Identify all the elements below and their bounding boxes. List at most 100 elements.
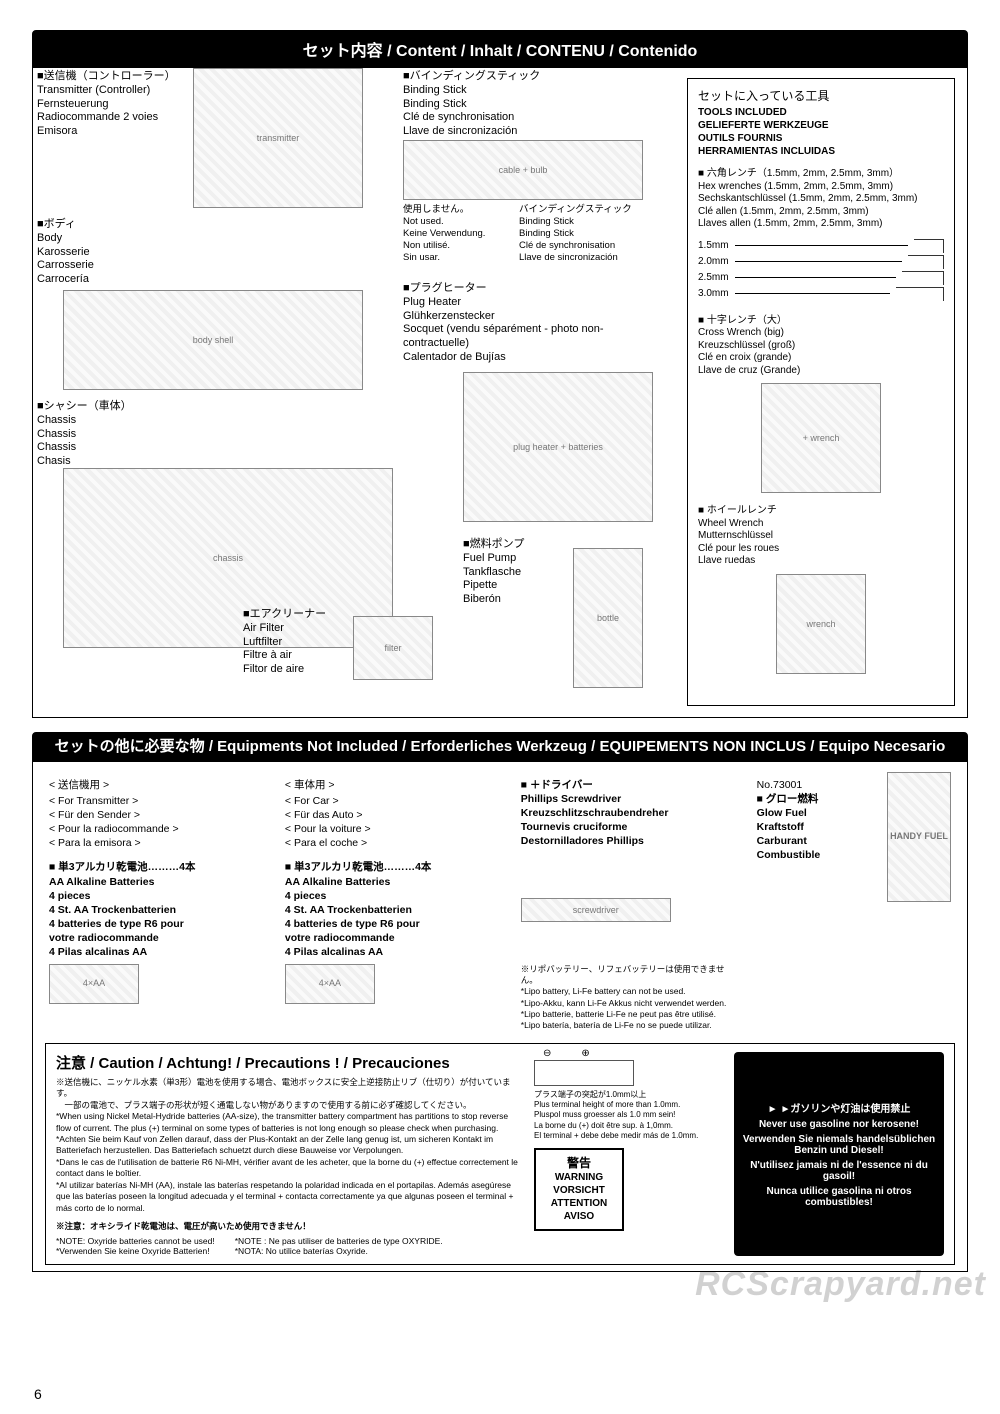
batteries-icon: 4×AA: [49, 964, 139, 1004]
batteries-icon: 4×AA: [285, 964, 375, 1004]
label: Calentador de Bujías: [403, 351, 623, 365]
col-car: < 車体用 > < For Car > < Für das Auto > < P…: [285, 778, 501, 1031]
bat: 4 batteries de type R6 pour: [285, 917, 501, 931]
line: *Dans le cas de l'utilisation de batteri…: [56, 1157, 524, 1180]
label: Clé pour les roues: [698, 543, 944, 556]
tools-box: セットに入っている工具 TOOLS INCLUDED GELIEFERTE WE…: [687, 78, 955, 706]
oxyride-notes: *NOTE: Oxyride batteries cannot be used!…: [56, 1232, 524, 1256]
fuel-bottle-icon: HANDY FUEL: [887, 772, 951, 902]
bat: votre radiocommande: [49, 931, 265, 945]
note: *NOTE : Ne pas utiliser de batteries de …: [235, 1236, 443, 1256]
item-plugheater: ■プラグヒーター Plug Heater Glühkerzenstecker S…: [403, 282, 623, 365]
label: Llave ruedas: [698, 555, 944, 568]
note: *Lipo-Akku, kann Li-Fe Akkus nicht verwe…: [521, 998, 737, 1009]
head: < 送信機用 >: [49, 778, 265, 792]
label: Biberón: [463, 593, 583, 607]
note: *NOTE: Oxyride batteries cannot be used!…: [56, 1236, 215, 1256]
note: *Lipo batería, batería de Li-Fe no se pu…: [521, 1020, 737, 1031]
label: Llaves allen (1.5mm, 2mm, 2.5mm, 3mm): [698, 218, 944, 231]
label-jp: ■プラグヒーター: [403, 282, 623, 296]
label: Socquet (vendu séparément - photo non-co…: [403, 323, 623, 351]
bat: votre radiocommande: [285, 931, 501, 945]
label: Emisora: [37, 125, 207, 139]
item-transmitter: ■送信機（コントローラー） Transmitter (Controller) F…: [37, 70, 207, 139]
label: Fernsteuerung: [37, 98, 207, 112]
caution-box: 注意 / Caution / Achtung! / Precautions ! …: [45, 1043, 955, 1266]
label: Clé allen (1.5mm, 2mm, 2.5mm, 3mm): [698, 206, 944, 219]
warn: WARNING: [540, 1171, 618, 1184]
item-binding: ■バインディングスティック Binding Stick Binding Stic…: [403, 70, 583, 139]
col-fuel: No.73001 ■ グロー燃料 Glow Fuel Kraftstoff Ca…: [757, 778, 951, 1031]
head-jp: ■ ＋ドライバー: [521, 778, 737, 792]
label: Kreuzschlüssel (groß): [698, 340, 944, 353]
line: *Al utilizar baterías Ni-MH (AA), instal…: [56, 1180, 524, 1214]
label-jp: ■送信機（コントローラー）: [37, 70, 207, 84]
caution-left: 注意 / Caution / Achtung! / Precautions ! …: [56, 1052, 524, 1257]
line: *NOTE: Oxyride batteries cannot be used!: [56, 1236, 215, 1246]
line: Plus terminal height of more than 1.0mm.: [534, 1100, 724, 1110]
warn: ATTENTION: [540, 1197, 618, 1210]
item-body: ■ボディ Body Karosserie Carrosserie Carroce…: [37, 218, 157, 287]
label: Llave de sincronización: [403, 125, 583, 139]
label-jp: ■ 六角レンチ（1.5mm, 2mm, 2.5mm, 3mm）: [698, 168, 944, 181]
binding-illustration: cable + bulb: [403, 140, 643, 200]
label: Clé en croix (grande): [698, 352, 944, 365]
page-number: 6: [34, 1386, 42, 1402]
head: < Pour la voiture >: [285, 822, 501, 836]
label: Luftfilter: [243, 636, 363, 650]
bat: 4 pieces: [285, 889, 501, 903]
label: Binding Stick: [519, 216, 659, 228]
label-jp: ■燃料ポンプ: [463, 538, 583, 552]
label: Sechskantschlüssel (1.5mm, 2mm, 2.5mm, 3…: [698, 193, 944, 206]
label-jp: ■ 十字レンチ（大）: [698, 315, 944, 328]
head: Phillips Screwdriver: [521, 792, 737, 806]
label: Mutternschlüssel: [698, 530, 944, 543]
bat: AA Alkaline Batteries: [49, 875, 265, 889]
note: *Lipo batterie, batterie Li-Fe ne peut p…: [521, 1009, 737, 1020]
warn: VORSICHT: [540, 1184, 618, 1197]
head: < For Transmitter >: [49, 794, 265, 808]
label: Plug Heater: [403, 296, 623, 310]
plugheater-illustration: plug heater + batteries: [463, 372, 653, 522]
tools-title: GELIEFERTE WERKZEUGE: [698, 119, 944, 132]
label: Non utilisé.: [403, 240, 513, 252]
label: Filtor de aire: [243, 663, 363, 677]
line: *NOTA: No utilice baterías Oxyride.: [235, 1246, 443, 1256]
label-jp: 使用しません。: [403, 204, 513, 216]
aircleaner-illustration: filter: [353, 616, 433, 680]
label: Wheel Wrench: [698, 518, 944, 531]
cross-block: ■ 十字レンチ（大） Cross Wrench (big) Kreuzschlü…: [698, 315, 944, 378]
terminal-diagram: [534, 1060, 634, 1086]
watermark: RCScrapyard.net: [695, 1265, 986, 1304]
label-jp: バインディングスティック: [519, 204, 659, 216]
line: *Achten Sie beim Kauf von Zellen darauf,…: [56, 1134, 524, 1157]
section-content: セット内容 / Content / Inhalt / CONTENU / Con…: [32, 30, 968, 718]
label: Binding Stick: [519, 228, 659, 240]
label: Chasis: [37, 455, 157, 469]
line: ※送信機に、ニッケル水素（単3形）電池を使用する場合、電池ボックスに安全上逆接防…: [56, 1077, 524, 1100]
label-jp: ■シャシー（車体）: [37, 400, 157, 414]
bat: 4 pieces: [49, 889, 265, 903]
col-transmitter: < 送信機用 > < For Transmitter > < Für den S…: [49, 778, 265, 1031]
tools-title: TOOLS INCLUDED: [698, 106, 944, 119]
label: Clé de synchronisation: [519, 240, 659, 252]
line: La borne du (+) doit être sup. à 1,0mm.: [534, 1121, 724, 1131]
head: < 車体用 >: [285, 778, 501, 792]
label: Binding Stick: [403, 98, 583, 112]
caution-title: 注意 / Caution / Achtung! / Precautions ! …: [56, 1052, 524, 1073]
hex-sizes: 1.5mm 2.0mm 2.5mm 3.0mm: [698, 239, 944, 301]
label: Chassis: [37, 428, 157, 442]
tools-title-jp: セットに入っている工具: [698, 87, 944, 104]
label: Karosserie: [37, 246, 157, 260]
head: < Für den Sender >: [49, 808, 265, 822]
section1-body: ■送信機（コントローラー） Transmitter (Controller) F…: [32, 68, 968, 718]
oxyride-jp: ※注意：オキシライド乾電池は、電圧が高いため使用できません！: [56, 1220, 524, 1232]
section1-header: セット内容 / Content / Inhalt / CONTENU / Con…: [32, 30, 968, 68]
head: < Für das Auto >: [285, 808, 501, 822]
head: < Para la emisora >: [49, 836, 265, 850]
bat: 4 St. AA Trockenbatterien: [285, 903, 501, 917]
gas: Nunca utilice gasolina ni otros combusti…: [742, 1186, 936, 1208]
head: < Pour la radiocommande >: [49, 822, 265, 836]
sec2-grid: < 送信機用 > < For Transmitter > < Für den S…: [45, 772, 955, 1035]
label: Glühkerzenstecker: [403, 310, 623, 324]
